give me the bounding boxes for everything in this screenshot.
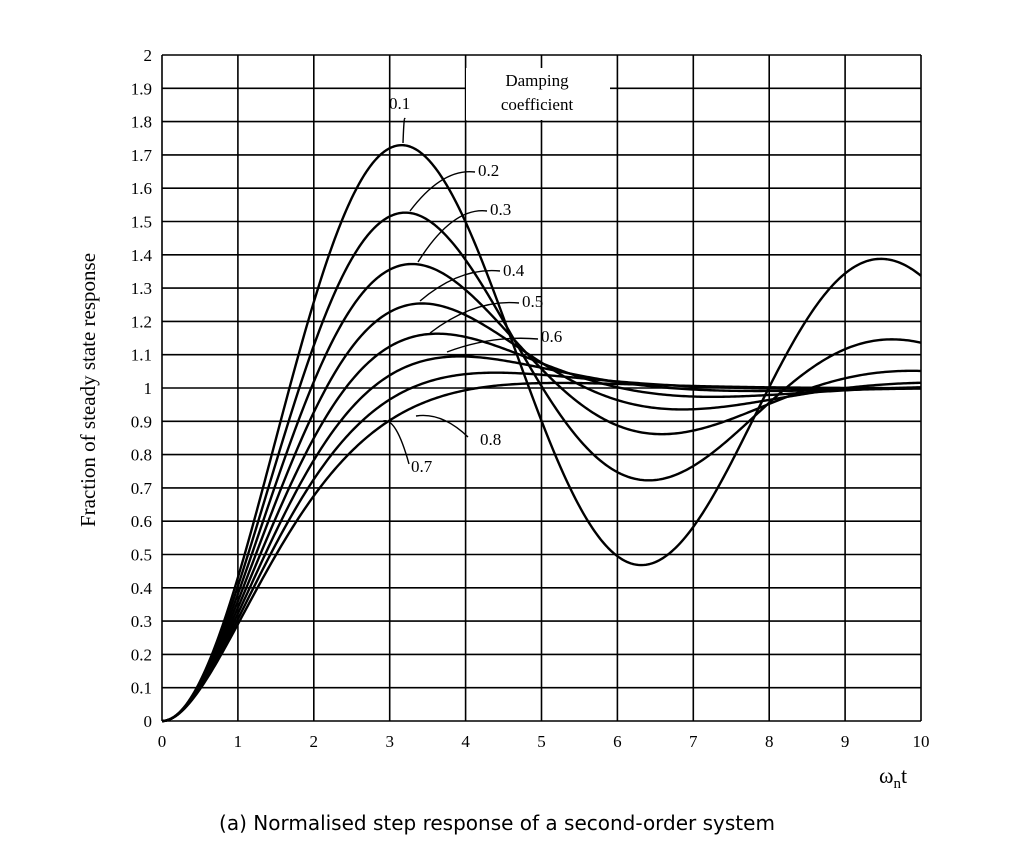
y-tick-label-17: 1.7 <box>131 146 153 165</box>
series-label-0-6: 0.6 <box>541 327 562 346</box>
y-tick-label-18: 1.8 <box>131 113 152 132</box>
x-tick-label-0: 0 <box>158 732 167 751</box>
y-tick-label-6: 0.6 <box>131 512 152 531</box>
series-curve-0-2 <box>161 211 922 723</box>
y-tick-label-9: 0.9 <box>131 412 152 431</box>
annotation-title-line1: Damping <box>505 71 569 90</box>
y-tick-label-7: 0.7 <box>131 479 153 498</box>
y-tick-label-13: 1.3 <box>131 279 152 298</box>
x-tick-label-8: 8 <box>765 732 774 751</box>
annotation-title-line2: coefficient <box>501 95 574 114</box>
y-tick-label-1: 0.1 <box>131 679 152 698</box>
y-tick-label-12: 1.2 <box>131 312 152 331</box>
y-tick-labels: 0 0.1 0.2 0.3 0.4 0.5 0.6 0.7 0.8 0.9 1 1.1 1.2 1.3 1.… <box>131 46 153 731</box>
y-tick-label-8: 0.8 <box>131 446 152 465</box>
label-leaders <box>382 117 539 465</box>
leader-line-0-7 <box>382 420 410 465</box>
y-tick-label-11: 1.1 <box>131 346 152 365</box>
x-tick-label-3: 3 <box>385 732 394 751</box>
x-tick-labels: 0 1 2 3 4 5 6 7 8 9 10 <box>158 732 930 751</box>
y-tick-label-20: 2 <box>144 46 153 65</box>
series-label-0-7: 0.7 <box>411 457 433 476</box>
y-tick-label-3: 0.3 <box>131 612 152 631</box>
y-tick-label-0: 0 <box>144 712 153 731</box>
leader-line-0-8 <box>415 414 469 438</box>
y-tick-label-2: 0.2 <box>131 645 152 664</box>
x-axis-label-tail: t <box>901 763 907 788</box>
grid <box>161 54 922 722</box>
y-tick-label-15: 1.5 <box>131 213 152 232</box>
y-tick-label-14: 1.4 <box>131 246 153 265</box>
curves <box>161 143 922 723</box>
y-tick-label-19: 1.9 <box>131 79 152 98</box>
x-tick-label-5: 5 <box>537 732 546 751</box>
series-label-0-8: 0.8 <box>480 430 501 449</box>
annotation-box-bg <box>466 68 610 120</box>
series-curve-0-6 <box>161 355 922 723</box>
x-tick-label-10: 10 <box>913 732 930 751</box>
leader-line-0-4 <box>419 269 501 302</box>
series-label-0-3: 0.3 <box>490 200 511 219</box>
leader-line-0-2 <box>409 170 476 212</box>
leader-line-0-5 <box>429 301 520 334</box>
leader-line-0-3 <box>417 210 488 263</box>
x-tick-label-9: 9 <box>841 732 850 751</box>
y-tick-label-4: 0.4 <box>131 579 153 598</box>
series-label-0-1: 0.1 <box>389 94 410 113</box>
leader-line-0-1 <box>402 117 406 144</box>
x-tick-label-4: 4 <box>461 732 470 751</box>
series-curve-0-5 <box>161 332 922 723</box>
series-label-0-5: 0.5 <box>522 292 543 311</box>
series-curve-0-8 <box>161 381 922 723</box>
x-tick-label-2: 2 <box>310 732 319 751</box>
x-tick-label-7: 7 <box>689 732 698 751</box>
y-tick-label-16: 1.6 <box>131 179 152 198</box>
x-axis-label: ωnt <box>879 763 907 792</box>
series-curve-0-1 <box>161 143 922 723</box>
figure-caption: (a) Normalised step response of a second… <box>219 811 775 835</box>
series-label-0-4: 0.4 <box>503 261 525 280</box>
y-tick-label-5: 0.5 <box>131 546 152 565</box>
y-tick-label-10: 1 <box>144 379 153 398</box>
series-labels: 0.1 0.2 0.3 0.4 0.5 0.6 0.7 0.8 <box>389 94 562 476</box>
x-tick-label-1: 1 <box>234 732 243 751</box>
series-label-0-2: 0.2 <box>478 161 499 180</box>
y-axis-label: Fraction of steady state response <box>76 253 100 527</box>
x-axis-label-main: ω <box>879 763 893 788</box>
x-axis-label-sub: n <box>893 776 901 792</box>
x-tick-label-6: 6 <box>613 732 622 751</box>
leader-line-0-6 <box>446 337 539 353</box>
